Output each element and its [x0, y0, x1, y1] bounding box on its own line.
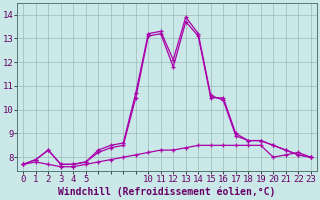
X-axis label: Windchill (Refroidissement éolien,°C): Windchill (Refroidissement éolien,°C) [58, 187, 276, 197]
